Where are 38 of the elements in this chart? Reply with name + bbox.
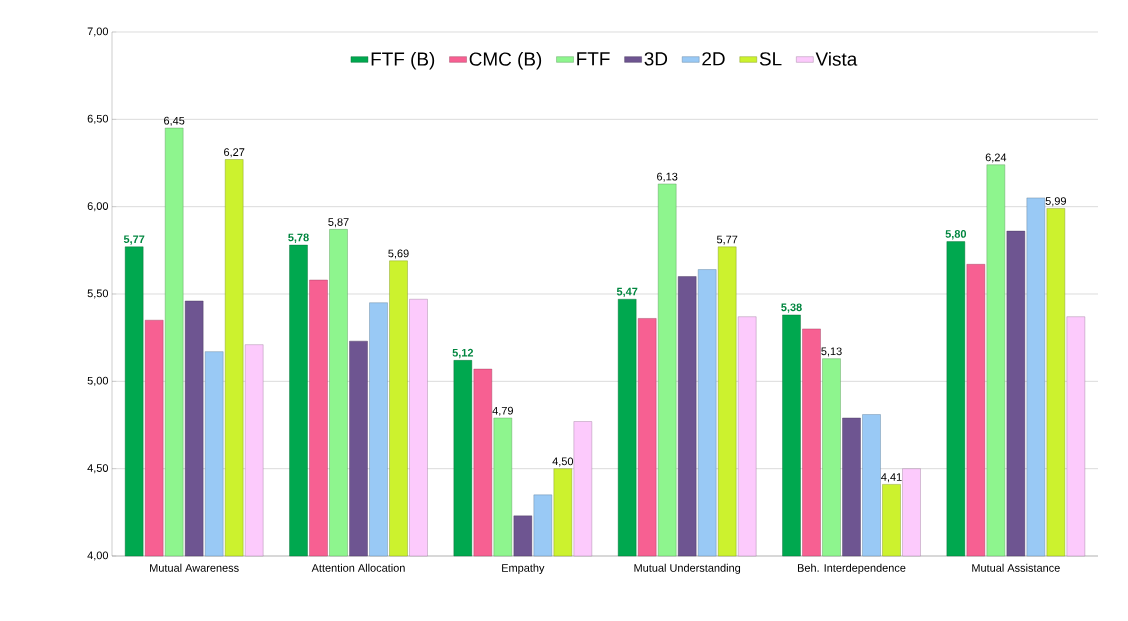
y-tick-label: 4,00 (87, 551, 109, 561)
y-tick-label: 4,50 (87, 464, 109, 474)
x-tick-label: Mutual Assistance (972, 563, 1060, 572)
legend-label: FTF (577, 52, 610, 66)
x-tick-label: Attention Allocation (311, 563, 405, 572)
data-label: 5,87 (328, 218, 349, 228)
data-label: 5,38 (781, 303, 802, 313)
data-label: 5,69 (388, 249, 409, 259)
data-label: 4,79 (492, 406, 513, 416)
data-label: 5,77 (123, 235, 145, 245)
legend-label: Vista (815, 51, 858, 66)
data-label: 6,13 (657, 172, 678, 182)
y-tick-label: 5,00 (87, 376, 109, 386)
x-tick-label: Beh. Interdependence (797, 563, 906, 574)
data-label: 5,47 (616, 287, 638, 298)
legend-label: SL (759, 52, 782, 66)
y-tick-label: 7,00 (87, 27, 109, 37)
legend-label: FTF (B) (371, 51, 435, 70)
y-tick-label: 6,50 (87, 114, 109, 124)
x-tick-label: Empathy (502, 563, 545, 574)
x-tick-label: Mutual Understanding (634, 563, 741, 574)
y-tick-label: 5,50 (87, 289, 109, 299)
legend-label: 2D (702, 52, 725, 66)
legend-label: 3D (644, 52, 668, 66)
data-label: 6,45 (164, 116, 185, 126)
data-label: 6,27 (224, 148, 245, 158)
x-tick-label: Mutual Awareness (150, 563, 239, 572)
data-label: 5,78 (288, 233, 309, 243)
data-label: 5,13 (821, 347, 842, 357)
data-label: 5,80 (945, 230, 967, 240)
data-label: 4,50 (552, 457, 574, 467)
data-label: 5,99 (1045, 197, 1066, 207)
data-label: 4,41 (881, 473, 902, 483)
y-tick-label: 6,00 (87, 202, 109, 212)
data-label: 5,12 (452, 348, 474, 359)
data-label: 6,24 (985, 153, 1007, 163)
data-label: 5,77 (716, 235, 738, 245)
legend-label: CMC (B) (469, 51, 542, 70)
